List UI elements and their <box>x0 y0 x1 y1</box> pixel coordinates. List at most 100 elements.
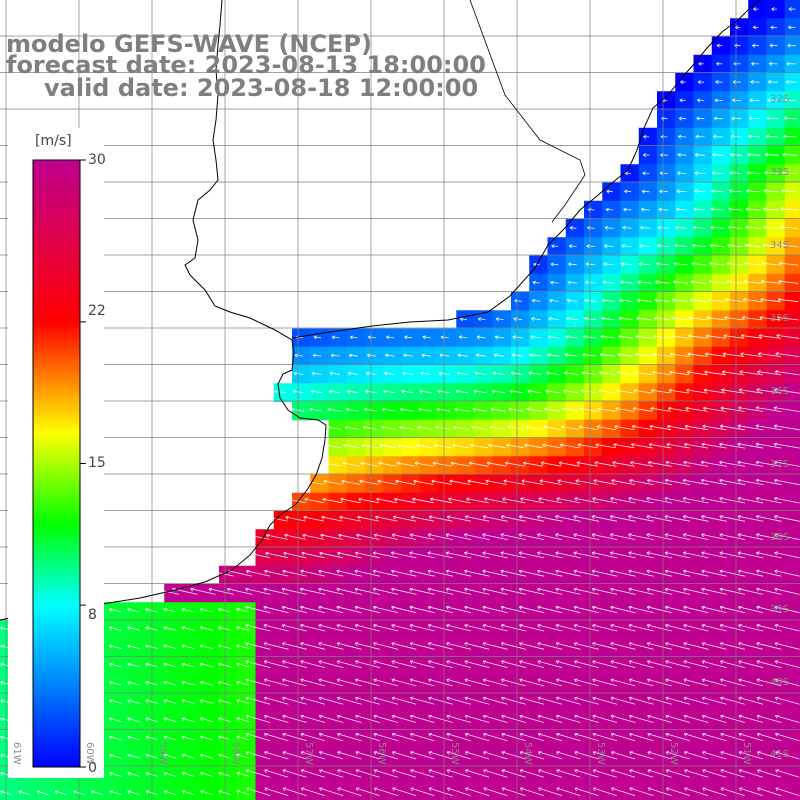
wave-direction-arrow <box>247 533 270 540</box>
wave-direction-arrow <box>640 207 650 212</box>
wave-direction-arrow <box>579 407 598 412</box>
wave-direction-arrow <box>453 425 469 430</box>
wave-direction-arrow <box>669 370 689 376</box>
wave-direction-arrow <box>628 533 654 540</box>
wave-direction-arrow <box>756 605 782 614</box>
wave-direction-arrow <box>592 696 618 705</box>
wave-direction-arrow <box>683 678 709 687</box>
wave-direction-arrow <box>628 551 654 559</box>
wave-direction-arrow <box>336 696 362 705</box>
wave-direction-arrow <box>281 660 307 668</box>
wave-direction-arrow <box>647 751 672 760</box>
wave-direction-arrow <box>282 696 307 705</box>
wave-direction-arrow <box>54 790 67 796</box>
wave-direction-arrow <box>566 316 578 321</box>
wave-direction-arrow <box>634 370 652 376</box>
wave-direction-arrow <box>720 678 745 687</box>
wave-direction-arrow <box>748 134 761 139</box>
wave-direction-arrow <box>687 352 708 357</box>
wave-speed-cell <box>492 784 512 800</box>
wave-direction-arrow <box>610 642 636 650</box>
wave-direction-arrow <box>537 660 563 668</box>
wave-direction-arrow <box>740 352 763 357</box>
wave-speed-cell <box>565 784 585 800</box>
wave-direction-arrow <box>428 733 453 742</box>
wave-speed-cell <box>547 784 567 800</box>
wave-direction-arrow <box>354 587 380 595</box>
wave-direction-arrow <box>422 335 431 340</box>
wave-speed-cell <box>784 346 800 366</box>
wave-direction-arrow <box>609 515 636 522</box>
wave-direction-arrow <box>719 442 746 449</box>
wave-direction-arrow <box>483 733 508 742</box>
wave-direction-arrow <box>190 587 216 595</box>
wave-speed-cell <box>784 766 800 786</box>
wave-direction-arrow <box>245 678 271 687</box>
wave-direction-arrow <box>410 751 435 760</box>
wave-direction-arrow <box>591 515 618 522</box>
wave-direction-arrow <box>318 624 344 632</box>
wave-direction-arrow <box>412 497 434 504</box>
wave-direction-arrow <box>702 751 727 760</box>
lon-label-61W: 61W <box>11 742 22 765</box>
wave-direction-arrow <box>628 696 654 705</box>
coastline-segment <box>0 0 327 621</box>
wave-direction-arrow <box>744 261 762 266</box>
wave-direction-arrow <box>683 569 709 577</box>
wave-direction-arrow <box>500 624 526 632</box>
wave-direction-arrow <box>611 769 636 778</box>
wave-direction-arrow <box>384 371 395 376</box>
wave-direction-arrow <box>245 751 271 760</box>
wave-direction-arrow <box>464 642 490 650</box>
wave-direction-arrow <box>414 461 434 467</box>
wave-direction-arrow <box>737 587 764 595</box>
wave-direction-arrow <box>300 714 326 723</box>
wave-speed-cell <box>784 456 800 476</box>
wave-direction-arrow <box>701 642 727 650</box>
wave-direction-arrow <box>501 714 526 723</box>
wave-direction-arrow <box>676 207 687 212</box>
wave-direction-arrow <box>631 443 653 449</box>
wave-direction-arrow <box>318 569 344 577</box>
wave-direction-arrow <box>536 533 563 540</box>
wave-direction-arrow <box>300 569 326 577</box>
wave-direction-arrow <box>318 587 344 595</box>
wave-direction-arrow <box>336 569 362 577</box>
wave-direction-arrow <box>467 479 489 485</box>
wave-direction-arrow <box>519 769 544 778</box>
wave-direction-arrow <box>265 551 289 559</box>
wave-direction-arrow <box>181 735 195 741</box>
wave-speed-cell <box>109 784 129 800</box>
forecast-date: forecast date: 2023-08-13 18:00:00 <box>6 51 486 79</box>
wave-direction-arrow <box>629 479 654 486</box>
wave-direction-arrow <box>415 443 433 449</box>
wave-direction-arrow <box>592 733 618 742</box>
wave-direction-arrow <box>767 98 779 103</box>
wave-direction-arrow <box>653 316 670 321</box>
wave-direction-arrow <box>641 189 650 194</box>
lat-label-34S: 34S <box>770 240 790 251</box>
wave-direction-arrow <box>556 751 581 760</box>
wave-direction-arrow <box>464 569 490 577</box>
wave-direction-arrow <box>300 733 326 742</box>
wave-direction-arrow <box>781 170 798 175</box>
wave-direction-arrow <box>756 624 782 632</box>
wave-direction-arrow <box>428 515 453 522</box>
wave-direction-arrow <box>755 442 782 449</box>
wave-direction-arrow <box>127 681 140 686</box>
wave-direction-arrow <box>684 787 709 796</box>
wave-direction-arrow <box>446 515 471 522</box>
wave-direction-arrow <box>181 608 195 613</box>
wave-direction-arrow <box>665 624 691 632</box>
wave-direction-arrow <box>181 626 195 631</box>
wave-direction-arrow <box>628 660 654 668</box>
wave-direction-arrow <box>435 425 451 430</box>
wave-direction-arrow <box>592 497 618 504</box>
wave-direction-arrow <box>592 678 618 687</box>
wave-direction-arrow <box>578 425 598 430</box>
wave-direction-arrow <box>446 678 472 687</box>
wave-direction-arrow <box>696 116 705 121</box>
wave-direction-arrow <box>702 787 727 796</box>
wave-direction-arrow <box>650 406 671 412</box>
wave-direction-arrow <box>664 569 691 577</box>
